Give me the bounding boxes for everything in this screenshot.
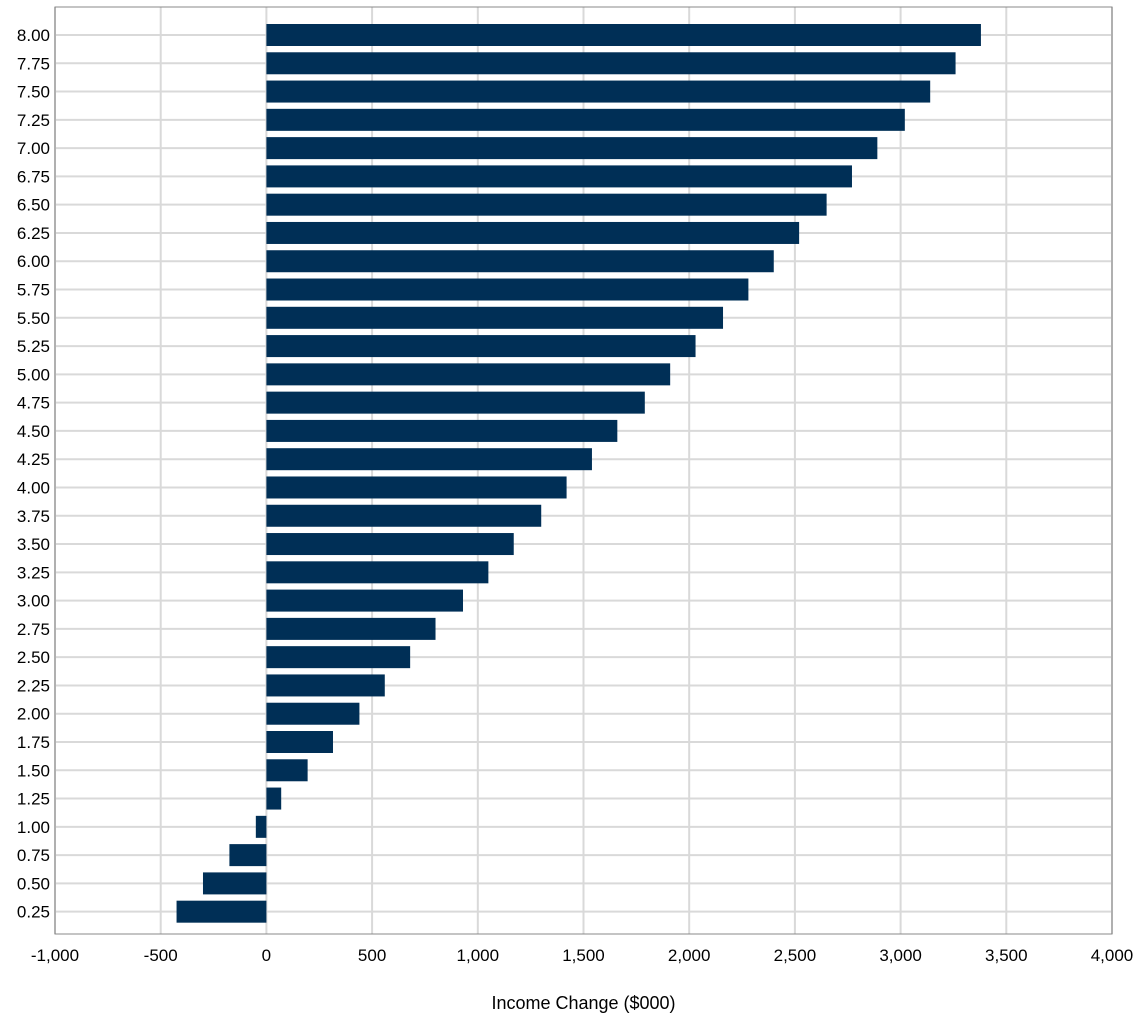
y-tick-label: 7.75 (17, 54, 50, 73)
x-tick-label: 0 (262, 946, 271, 965)
y-tick-label: 3.00 (17, 592, 50, 611)
bar-4.00 (266, 476, 567, 499)
y-tick-label: 5.50 (17, 309, 50, 328)
bar-3.75 (266, 504, 542, 527)
bar-1.25 (266, 787, 282, 810)
bar-3.00 (266, 589, 464, 612)
bar-2.00 (266, 702, 360, 725)
y-tick-label: 4.00 (17, 478, 50, 497)
bar-1.75 (266, 731, 333, 753)
bar-1.50 (266, 759, 308, 782)
y-tick-label: 0.50 (17, 874, 50, 893)
y-tick-label: 5.00 (17, 365, 50, 384)
y-tick-label: 3.25 (17, 563, 50, 582)
y-tick-label: 3.75 (17, 507, 50, 526)
x-tick-label: -500 (144, 946, 178, 965)
y-tick-label: 8.00 (17, 26, 50, 45)
y-tick-label: 5.25 (17, 337, 50, 356)
y-tick-label: 0.25 (17, 903, 50, 922)
y-tick-label: 3.50 (17, 535, 50, 554)
x-tick-label: 1,000 (457, 946, 500, 965)
bar-7.25 (266, 108, 905, 131)
bar-4.25 (266, 448, 592, 471)
bar-1.00 (255, 815, 267, 838)
y-tick-label: 4.25 (17, 450, 50, 469)
y-tick-label: 4.75 (17, 394, 50, 413)
bar-6.00 (266, 250, 774, 273)
bar-7.50 (266, 80, 931, 103)
y-tick-label: 5.75 (17, 281, 50, 300)
y-tick-label: 2.50 (17, 648, 50, 667)
bar-3.50 (266, 533, 514, 556)
bar-5.50 (266, 306, 724, 329)
y-tick-label: 7.50 (17, 83, 50, 102)
y-tick-label: 2.00 (17, 705, 50, 724)
bar-5.25 (266, 335, 696, 358)
y-tick-label: 2.75 (17, 620, 50, 639)
bar-6.50 (266, 193, 827, 216)
bar-5.75 (266, 278, 749, 301)
y-tick-label: 6.75 (17, 167, 50, 186)
bar-0.50 (202, 872, 267, 895)
bar-4.50 (266, 419, 618, 442)
y-tick-label: 1.25 (17, 790, 50, 809)
bar-2.50 (266, 646, 411, 669)
x-axis-title: Income Change ($000) (491, 993, 675, 1013)
y-tick-label: 0.75 (17, 846, 50, 865)
y-tick-labels: 8.00 7.75 7.50 7.25 7.00 6.75 6.50 6.25 6.00 5.75… (17, 26, 50, 922)
x-tick-label: 1,500 (562, 946, 605, 965)
y-tick-label: 1.50 (17, 761, 50, 780)
plot-frame (54, 6, 1113, 935)
bar-6.75 (266, 165, 852, 188)
bar-8.00 (266, 24, 981, 46)
x-tick-label: 3,000 (879, 946, 922, 965)
y-tick-label: 6.25 (17, 224, 50, 243)
y-tick-label: 1.00 (17, 818, 50, 837)
x-tick-label: 500 (358, 946, 386, 965)
y-tick-label: 4.50 (17, 422, 50, 441)
bar-3.25 (266, 561, 489, 584)
y-tick-label: 6.50 (17, 196, 50, 215)
y-tick-label: 1.75 (17, 733, 50, 752)
bars (176, 24, 981, 923)
bar-2.25 (266, 674, 385, 697)
x-tick-label: 2,500 (774, 946, 817, 965)
x-tick-labels: -1,000 -500 0 500 1,000 1,500 2,000 2,500 3,000 3… (31, 946, 1133, 965)
bar-4.75 (266, 391, 645, 414)
y-tick-label: 2.25 (17, 676, 50, 695)
x-tick-label: -1,000 (31, 946, 79, 965)
bar-7.75 (266, 52, 956, 75)
bar-5.00 (266, 363, 671, 386)
bar-2.75 (266, 617, 436, 640)
y-tick-label: 6.00 (17, 252, 50, 271)
x-tick-label: 4,000 (1091, 946, 1134, 965)
y-tick-label: 7.00 (17, 139, 50, 158)
bar-0.25 (176, 900, 267, 923)
x-tick-label: 2,000 (668, 946, 711, 965)
x-tick-label: 3,500 (985, 946, 1028, 965)
bar-6.25 (266, 221, 800, 244)
bar-7.00 (266, 137, 878, 160)
y-tick-label: 7.25 (17, 111, 50, 130)
bar-0.75 (229, 844, 267, 867)
